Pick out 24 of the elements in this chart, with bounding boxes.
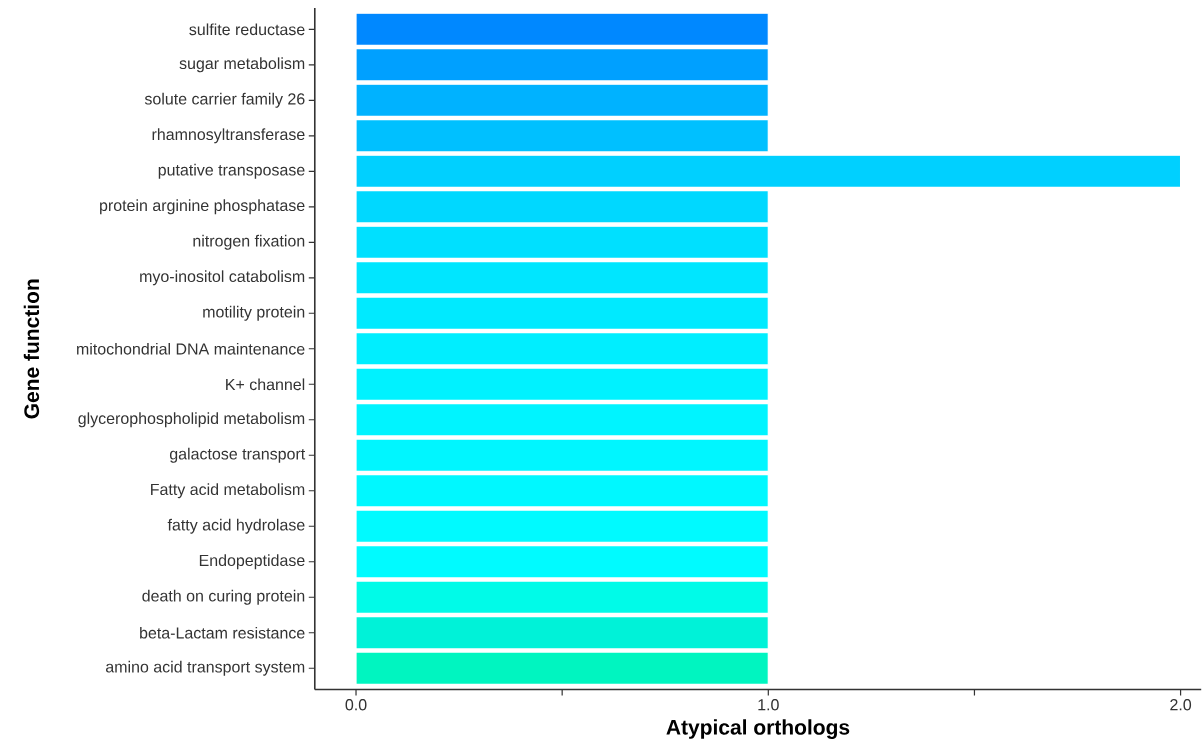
y-tick-label: galactose transport [169,448,306,463]
y-tick-label: K+ channel [226,378,305,391]
y-tick-label: Endopeptidase [199,554,305,570]
x-tick-label: 1.0 [758,699,779,711]
y-tick-label: rhamnosyltransferase [152,128,305,144]
y-tick-label: amino acid transport system [105,661,305,676]
y-tick-label: solute carrier family 26 [144,93,305,108]
y-tick-label: nitrogen fixation [193,235,305,250]
y-tick-label: myo-inositol catabolism [140,270,305,286]
x-axis-title: Atypical orthologs [666,719,850,740]
y-tick-label: protein arginine phosphatase [100,199,305,215]
y-axis-title: Gene function [23,279,40,419]
y-tick-label: mitochondrial DNA maintenance [77,343,305,355]
x-tick-label: 2.0 [1170,699,1192,711]
y-tick-label: sulfite reductase [189,23,305,36]
x-tick-label: 0.0 [345,699,367,711]
y-tick-label: fatty acid hydrolase [167,519,305,534]
y-tick-label: glycerophospholipid metabolism [78,412,305,428]
y-tick-label: motility protein [203,306,305,321]
y-tick-label: sugar metabolism [179,57,305,73]
y-tick-label: death on curing protein [142,590,305,605]
y-tick-label: Fatty acid metabolism [151,483,305,499]
y-tick-label: beta-Lactam resistance [140,627,305,639]
y-tick-label: putative transposase [158,164,305,179]
